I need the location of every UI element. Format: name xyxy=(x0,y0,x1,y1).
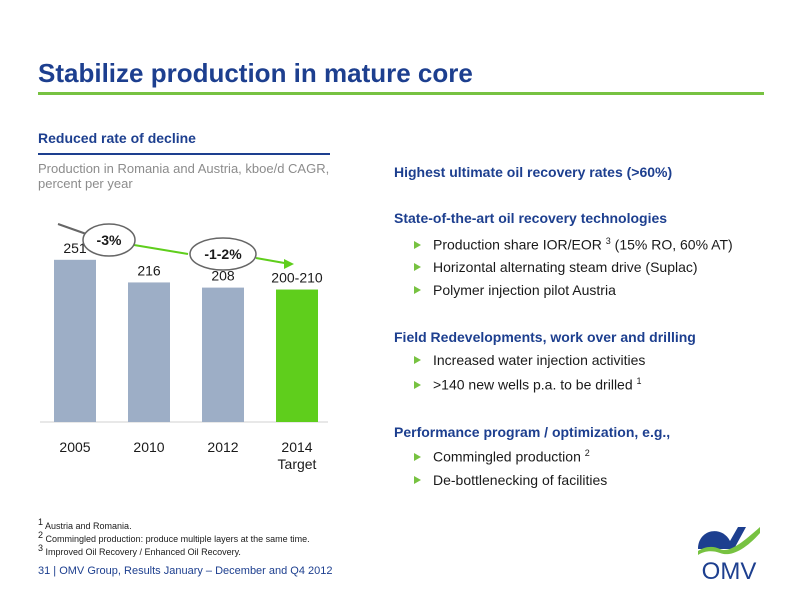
trend-line-2 xyxy=(127,243,189,255)
chart-subtitle: Production in Romania and Austria, kboe/… xyxy=(38,161,330,191)
title-underline xyxy=(38,92,764,95)
bar-value-label-2: 208 xyxy=(211,268,235,284)
bullet-triangle-icon xyxy=(414,263,421,271)
bullet-triangle-icon xyxy=(414,286,421,294)
cagr-label-1: -3% xyxy=(97,232,122,248)
footnote-1: 1 Austria and Romania. xyxy=(38,517,132,531)
footnote-3: 3 Improved Oil Recovery / Enhanced Oil R… xyxy=(38,543,241,557)
trend-arrowhead xyxy=(284,259,294,269)
bullet-debottlenecking: De-bottlenecking of facilities xyxy=(414,472,607,488)
bullet-commingled-production: Commingled production 2 xyxy=(414,448,590,465)
omv-logo-text: OMV xyxy=(702,558,757,583)
bullet-triangle-icon xyxy=(414,380,421,389)
chart-heading-underline xyxy=(38,153,330,155)
x-tick-label-2: 2012 xyxy=(207,439,238,455)
bar-3 xyxy=(276,289,318,422)
bullet-triangle-icon xyxy=(414,476,421,484)
omv-logo-green-swoosh xyxy=(698,527,760,555)
bullet-polymer-pilot: Polymer injection pilot Austria xyxy=(414,282,616,298)
slide-footer: 31 | OMV Group, Results January – Decemb… xyxy=(38,565,333,577)
page-title: Stabilize production in mature core xyxy=(38,58,473,88)
omv-logo: OMV xyxy=(698,527,760,583)
section-heading-field-redevelopments: Field Redevelopments, work over and dril… xyxy=(394,329,696,345)
chart-heading: Reduced rate of decline xyxy=(38,130,196,146)
bullet-triangle-icon xyxy=(414,240,421,249)
bullet-ior-eor-share: Production share IOR/EOR 3 (15% RO, 60% … xyxy=(414,236,733,253)
omv-logo-blue-shape xyxy=(698,527,746,549)
x-tick-label-1: 2010 xyxy=(133,439,164,455)
bullet-water-injection: Increased water injection activities xyxy=(414,352,645,368)
x-tick-label-3: 2014 Target xyxy=(278,439,317,472)
bullet-new-wells: >140 new wells p.a. to be drilled 1 xyxy=(414,376,642,393)
footnote-2: 2 Commingled production: produce multipl… xyxy=(38,530,310,544)
x-tick-label-0: 2005 xyxy=(59,439,90,455)
bullet-triangle-icon xyxy=(414,356,421,364)
section-heading-performance-program: Performance program / optimization, e.g.… xyxy=(394,424,671,440)
production-bar-chart: 251 2005 216 2010 208 2012 200-210 2014 Target -… xyxy=(40,223,328,472)
section-heading-recovery-rates: Highest ultimate oil recovery rates (>60… xyxy=(394,164,673,180)
bar-value-label-0: 251 xyxy=(63,240,87,256)
cagr-bubble-2 xyxy=(189,237,257,271)
section-heading-technologies: State-of-the-art oil recovery technologi… xyxy=(394,210,668,226)
cagr-label-2: -1-2% xyxy=(204,246,242,262)
bar-value-label-3: 200-210 xyxy=(271,270,323,286)
bar-2 xyxy=(202,287,244,422)
bullet-steam-drive: Horizontal alternating steam drive (Supl… xyxy=(414,259,698,275)
bar-value-label-1: 216 xyxy=(137,262,161,278)
bar-1 xyxy=(128,282,170,422)
bullet-triangle-icon xyxy=(414,452,421,461)
cagr-bubble-1 xyxy=(82,223,136,257)
bar-0 xyxy=(54,259,96,422)
